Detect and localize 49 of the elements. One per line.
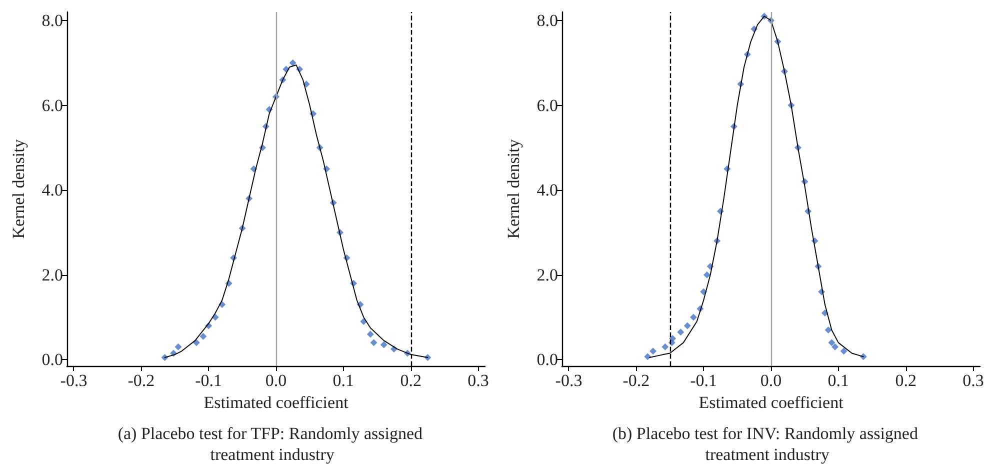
y-tick-label: 0.0	[536, 350, 558, 370]
x-axis-title: Estimated coefficient	[204, 393, 349, 412]
y-tick-label: 8.0	[42, 10, 63, 30]
y-tick-label: 6.0	[42, 96, 63, 115]
x-tick-label: 0.3	[468, 371, 489, 390]
x-tick-label: 0.2	[400, 371, 422, 390]
point	[200, 332, 207, 340]
point	[370, 339, 378, 346]
text: (a) Placebo test for TFP: Randomly assigned treatment industry	[118, 424, 427, 464]
point	[662, 343, 669, 350]
x-tick-label: 0.1	[828, 371, 850, 390]
point	[828, 339, 836, 346]
point	[174, 343, 182, 350]
point	[703, 271, 710, 278]
point	[690, 314, 697, 321]
point	[677, 328, 684, 336]
x-tick-label: 0.0	[760, 371, 782, 390]
point	[644, 353, 652, 360]
x-tick-label: 0.3	[962, 371, 984, 390]
y-tick-label: 0.0	[42, 350, 63, 370]
x-tick-label: 0.2	[895, 371, 916, 390]
point	[380, 341, 388, 348]
x-tick-label: 0.1	[332, 371, 354, 390]
text: (b) Placebo test for INV: Randomly assigned treatment industry	[612, 424, 922, 464]
x-axis-title: Estimated coefficient	[698, 393, 844, 412]
y-tick-label: 6.0	[536, 96, 558, 115]
y-tick-label: 4.0	[536, 180, 558, 200]
y-tick-label: 8.0	[536, 10, 558, 30]
y-axis-title: Kernel density	[9, 138, 28, 239]
point	[840, 348, 848, 355]
y-tick-label: 2.0	[42, 265, 63, 284]
point	[289, 59, 296, 66]
point	[650, 348, 657, 355]
x-tick-label: -0.2	[622, 371, 650, 390]
x-tick-label: 0.0	[265, 371, 287, 390]
y-tick-label: 4.0	[42, 180, 63, 200]
point	[366, 330, 374, 338]
y-axis-title: Kernel density	[504, 138, 523, 239]
x-tick-label: -0.2	[128, 371, 155, 390]
x-tick-label: -0.1	[195, 371, 222, 390]
point	[832, 343, 839, 350]
x-tick-label: -0.3	[60, 371, 88, 390]
x-tick-label: -0.3	[555, 371, 582, 390]
point	[669, 334, 676, 342]
point	[684, 322, 691, 330]
x-tick-label: -0.1	[690, 371, 718, 390]
y-tick-label: 2.0	[536, 265, 558, 284]
point	[824, 326, 832, 334]
point	[700, 288, 708, 296]
